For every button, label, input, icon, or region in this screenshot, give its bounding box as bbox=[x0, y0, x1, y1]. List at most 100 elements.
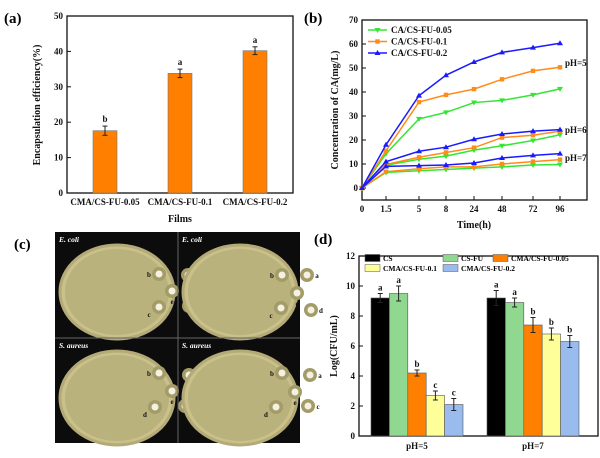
x-tick-label: 5 bbox=[417, 204, 422, 214]
disc bbox=[278, 271, 286, 279]
x-axis-title: Time(h) bbox=[457, 220, 491, 231]
disc bbox=[155, 270, 163, 278]
significance-letter: a bbox=[253, 35, 258, 45]
bar bbox=[370, 297, 390, 437]
series-line bbox=[361, 133, 561, 189]
marker-triangle-up bbox=[499, 49, 505, 55]
spot-label: c bbox=[269, 312, 272, 320]
marker-square bbox=[499, 161, 505, 167]
marker-square bbox=[471, 164, 477, 170]
legend-swatch bbox=[364, 254, 381, 262]
y-tick-label: 10 bbox=[346, 281, 356, 291]
marker-triangle-down bbox=[557, 162, 563, 168]
spot-label: a bbox=[315, 272, 319, 280]
spot-label: d bbox=[143, 411, 147, 419]
x-tick-label: 96 bbox=[556, 204, 566, 214]
series-line bbox=[361, 158, 561, 189]
spot-label: e bbox=[170, 398, 173, 406]
series-line bbox=[361, 163, 561, 189]
marker-square bbox=[443, 92, 449, 98]
marker-triangle-down bbox=[416, 116, 422, 122]
legend-label: CMA/CS-FU-0.2 bbox=[461, 264, 515, 273]
y-tick-label: 6 bbox=[351, 341, 356, 351]
spot-label: e bbox=[293, 399, 296, 407]
disc bbox=[303, 271, 311, 279]
disc bbox=[307, 306, 315, 314]
disc bbox=[278, 369, 286, 377]
marker-square bbox=[530, 159, 536, 164]
marker-square bbox=[416, 166, 422, 171]
agar bbox=[188, 355, 292, 441]
spot-label: d bbox=[264, 411, 268, 419]
disc bbox=[155, 369, 163, 377]
legend-label: CA/CS-FU-0.05 bbox=[391, 25, 452, 35]
disc bbox=[277, 304, 285, 312]
disc bbox=[272, 403, 280, 411]
bar bbox=[541, 333, 561, 437]
spot-label: b bbox=[147, 370, 151, 378]
marker-square bbox=[557, 157, 563, 162]
marker-triangle-down bbox=[557, 86, 563, 92]
bar bbox=[167, 73, 193, 194]
legend-swatch bbox=[492, 254, 509, 262]
marker-triangle-up bbox=[530, 152, 536, 158]
marker-square bbox=[443, 150, 449, 155]
panel-label-d: (d) bbox=[314, 232, 332, 248]
marker-triangle-up bbox=[499, 131, 505, 136]
disc bbox=[168, 387, 176, 395]
significance-letter: b bbox=[102, 114, 107, 124]
chart-b: 0 10 20 30 40 50 60 70 0 1.5 5 8 24 48 72 96 pH=5 pH=6 pH=… bbox=[330, 15, 588, 231]
y-tick-label: 0 bbox=[59, 188, 64, 198]
x-tick-label: 1.5 bbox=[380, 204, 392, 214]
y-tick-label: 2 bbox=[351, 401, 356, 411]
marker-triangle-up bbox=[471, 160, 477, 166]
marker-square bbox=[499, 135, 505, 140]
series-line bbox=[361, 42, 561, 189]
y-tick-label: 20 bbox=[54, 117, 64, 127]
marker-square bbox=[416, 155, 422, 160]
legend-swatch bbox=[364, 264, 381, 272]
marker-triangle-down bbox=[471, 100, 477, 106]
disc bbox=[306, 371, 314, 379]
legend-label: CS-FU bbox=[461, 254, 484, 263]
y-tick-label: 30 bbox=[349, 111, 359, 121]
y-axis-title: Encapsulation efficiency(%) bbox=[32, 45, 43, 166]
marker-triangle-down bbox=[443, 154, 449, 160]
agar bbox=[65, 249, 169, 335]
marker-triangle-up bbox=[359, 185, 365, 190]
marker-triangle-down bbox=[374, 28, 381, 33]
panel-label-b: (b) bbox=[304, 11, 322, 27]
marker-triangle-up bbox=[383, 141, 389, 147]
bar bbox=[389, 293, 409, 437]
organism-label: S. aureus bbox=[59, 341, 88, 350]
y-tick-label: 60 bbox=[349, 39, 359, 49]
marker-square bbox=[530, 133, 536, 138]
bar bbox=[486, 297, 506, 437]
significance-letter: b bbox=[414, 359, 419, 369]
marker-square bbox=[471, 145, 477, 150]
spot-label: e bbox=[170, 298, 173, 306]
x-tick-label: 24 bbox=[470, 204, 480, 214]
marker-triangle-up bbox=[530, 44, 536, 50]
significance-letter: a bbox=[378, 283, 383, 293]
series-line bbox=[361, 152, 561, 189]
significance-letter: a bbox=[396, 275, 401, 285]
marker-triangle-down bbox=[530, 92, 536, 98]
y-tick-label: 40 bbox=[54, 46, 64, 56]
agar bbox=[65, 355, 169, 441]
organism-label: E. coli bbox=[58, 235, 80, 244]
disc bbox=[168, 287, 176, 295]
marker-square bbox=[383, 169, 389, 174]
marker-triangle-up bbox=[557, 126, 563, 132]
y-tick-label: 12 bbox=[346, 251, 356, 261]
significance-letter: c bbox=[433, 380, 437, 390]
marker-triangle-up bbox=[499, 155, 505, 160]
spot-label: d bbox=[319, 307, 323, 315]
marker-triangle-up bbox=[383, 163, 389, 169]
legend-label: CMA/CS-FU-0.1 bbox=[383, 264, 437, 273]
disc bbox=[304, 402, 312, 410]
marker-triangle-up bbox=[471, 136, 477, 142]
bar bbox=[92, 130, 118, 194]
